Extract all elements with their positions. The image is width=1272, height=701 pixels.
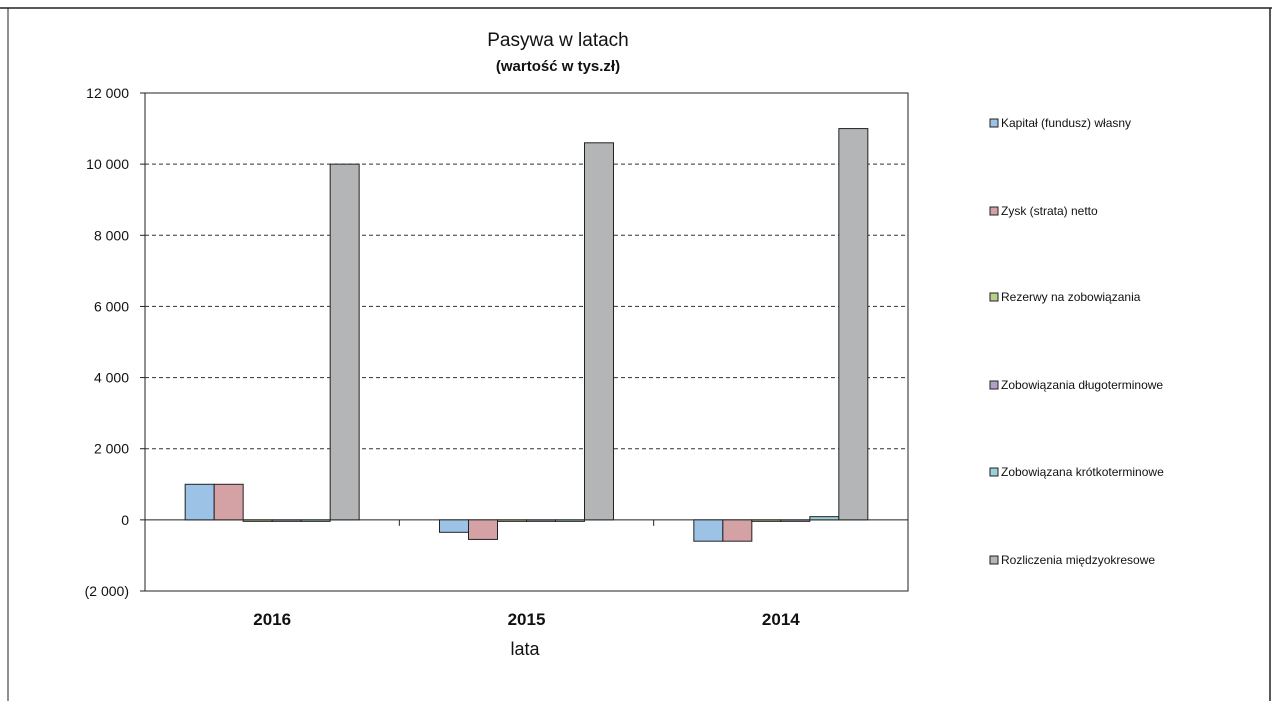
bar [838,128,869,521]
legend-swatch [989,118,999,128]
bar [300,519,331,522]
y-tick-label: (2 000) [85,583,129,599]
x-axis-label: lata [510,639,540,659]
legend-swatch [989,380,999,390]
bar [693,519,724,542]
legend-swatch [989,467,999,477]
legend-swatch [989,292,999,302]
bar [439,519,469,533]
bars [184,128,869,542]
bar [184,483,215,521]
bar [751,519,782,522]
y-tick-label: 6 000 [94,298,129,314]
gridlines [145,163,908,450]
bar [213,483,244,521]
category-label: 2014 [762,610,800,629]
bar [584,142,614,521]
y-tick-label: 8 000 [94,227,129,243]
category-labels: 2016 2015 2014 [253,519,909,629]
y-tick-label: 4 000 [94,370,129,386]
legend: Kapitał (fundusz) własny Zysk (strata) ne… [989,116,1164,567]
legend-label: Kapitał (fundusz) własny [1001,116,1131,130]
legend-label: Rozliczenia międzyokresowe [1001,553,1155,567]
legend-label: Zysk (strata) netto [1001,204,1098,218]
bar [555,519,585,522]
legend-label: Zobowiązana krótkoterminowe [1001,465,1164,479]
bar [271,519,302,522]
chart-subtitle: (wartość w tys.zł) [496,58,620,75]
plot-area [144,92,909,592]
y-tick-label: 12 000 [86,85,129,101]
legend-label: Rezerwy na zobowiązania [1001,290,1141,304]
y-axis-ticks: 12 000 10 000 8 000 6 000 4 000 2 000 0 (2 000) [85,85,145,599]
bar [526,519,556,522]
bar [242,519,273,522]
bar [722,519,753,542]
legend-swatch [989,206,999,216]
bar [809,516,840,521]
y-tick-label: 0 [121,512,129,528]
category-label: 2015 [508,610,546,629]
bar [329,163,360,521]
legend-swatch [989,555,999,565]
bar [497,519,527,522]
y-tick-label: 2 000 [94,441,129,457]
chart-title: Pasywa w latach [487,30,629,51]
legend-label: Zobowiązania długoterminowe [1001,378,1163,392]
category-label: 2016 [253,610,291,629]
bar [468,519,498,540]
y-tick-label: 10 000 [86,156,129,172]
bar [780,519,811,522]
